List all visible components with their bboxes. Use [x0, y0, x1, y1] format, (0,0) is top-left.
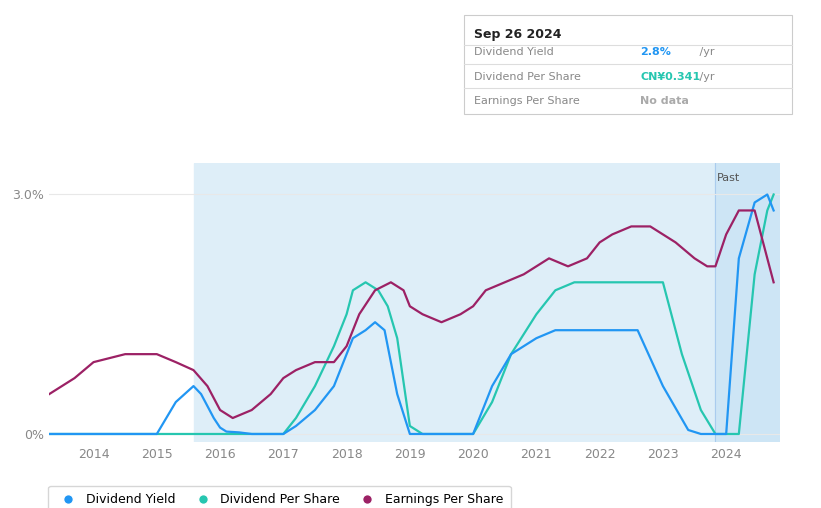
Text: Past: Past — [717, 173, 740, 183]
Text: /yr: /yr — [696, 72, 715, 82]
Bar — [194, 163, 780, 442]
Text: Sep 26 2024: Sep 26 2024 — [474, 28, 562, 41]
Text: Dividend Yield: Dividend Yield — [474, 47, 553, 57]
Bar — [715, 163, 780, 442]
Text: /yr: /yr — [696, 47, 715, 57]
Text: 2.8%: 2.8% — [640, 47, 672, 57]
Text: CN¥0.341: CN¥0.341 — [640, 72, 700, 82]
Legend: Dividend Yield, Dividend Per Share, Earnings Per Share: Dividend Yield, Dividend Per Share, Earn… — [48, 486, 511, 508]
Text: No data: No data — [640, 96, 690, 106]
Text: Dividend Per Share: Dividend Per Share — [474, 72, 580, 82]
Text: Earnings Per Share: Earnings Per Share — [474, 96, 580, 106]
